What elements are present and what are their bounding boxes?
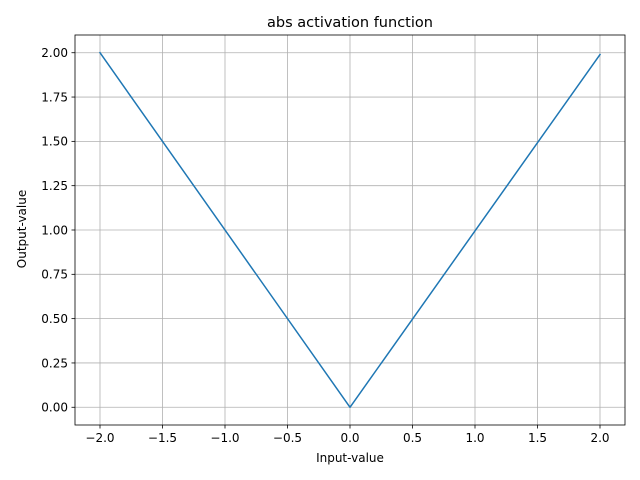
y-tick-label: 2.00 — [41, 46, 68, 60]
x-axis-label: Input-value — [316, 451, 384, 465]
y-axis-label: Output-value — [15, 190, 29, 268]
x-tick-label: 2.0 — [590, 431, 609, 445]
y-tick-label: 0.50 — [41, 312, 68, 326]
x-tick-label: −1.0 — [210, 431, 239, 445]
x-tick-label: −2.0 — [85, 431, 114, 445]
series-line — [98, 51, 602, 409]
y-tick-label: 0.75 — [41, 268, 68, 282]
chart-title: abs activation function — [267, 15, 433, 31]
x-tick-label: 0.5 — [403, 431, 422, 445]
x-tick-label: 1.0 — [465, 431, 484, 445]
y-tick-label: 1.75 — [41, 90, 68, 104]
y-axis-ticks: 0.00 0.25 0.50 0.75 1.00 1.25 1.50 1.75 2.00 — [41, 46, 75, 415]
x-tick-label: 1.5 — [528, 431, 547, 445]
grid — [75, 35, 625, 425]
x-axis-ticks: −2.0 −1.5 −1.0 −0.5 0.0 0.5 1.0 1.5 2.0 — [85, 425, 610, 445]
x-tick-label: −0.5 — [273, 431, 302, 445]
y-tick-label: 0.00 — [41, 401, 68, 415]
y-tick-label: 1.25 — [41, 179, 68, 193]
series-layer — [98, 51, 602, 409]
y-tick-label: 1.50 — [41, 135, 68, 149]
y-tick-label: 1.00 — [41, 223, 68, 237]
x-tick-label: 0.0 — [340, 431, 359, 445]
x-tick-label: −1.5 — [148, 431, 177, 445]
y-tick-label: 0.25 — [41, 356, 68, 370]
